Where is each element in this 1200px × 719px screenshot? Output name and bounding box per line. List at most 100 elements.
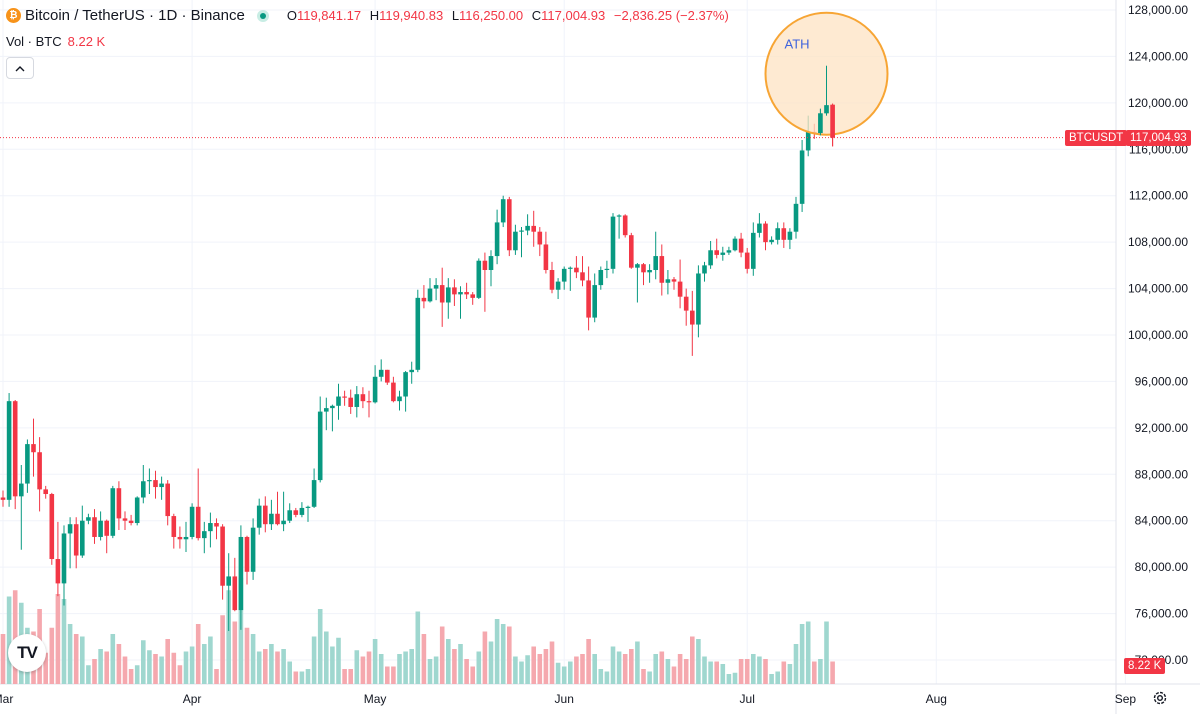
volume-bar xyxy=(433,656,439,684)
volume-bar xyxy=(324,631,329,684)
tradingview-logo[interactable]: TV xyxy=(8,634,46,672)
candle-body xyxy=(92,517,97,537)
candle-body xyxy=(293,510,299,515)
volume-bar xyxy=(452,649,457,684)
volume-bar xyxy=(500,624,506,684)
volume-bar xyxy=(342,669,347,684)
y-tick-label: 120,000.00 xyxy=(1128,96,1188,110)
y-tick-label: 100,000.00 xyxy=(1128,328,1188,342)
volume-bar xyxy=(177,665,183,684)
volume-bar xyxy=(738,659,744,684)
volume-bar xyxy=(726,674,732,684)
candle-body xyxy=(702,265,707,274)
candle-body xyxy=(757,223,762,233)
candle-body xyxy=(519,230,524,232)
x-tick-label: Jul xyxy=(740,692,755,706)
candle-body xyxy=(128,520,134,524)
volume-bar xyxy=(635,641,640,684)
candle-body xyxy=(122,518,128,521)
volume-bar xyxy=(122,656,128,684)
last-price-label: 117,004.93 xyxy=(1126,130,1191,146)
volume-bar xyxy=(147,650,152,684)
candle-body xyxy=(372,376,378,403)
candle-body xyxy=(598,270,604,286)
volume-bar xyxy=(67,624,73,684)
volume-bar xyxy=(128,669,134,684)
y-tick-label: 124,000.00 xyxy=(1128,49,1188,63)
candle-body xyxy=(781,228,787,240)
volume-bar xyxy=(165,639,170,684)
candle-body xyxy=(281,520,286,525)
candle-body xyxy=(177,536,183,540)
ohlc-high-value: 119,940.83 xyxy=(379,8,444,23)
volume-bar xyxy=(391,666,396,684)
volume-bar xyxy=(49,627,55,684)
volume-bar xyxy=(513,656,518,684)
candle-body xyxy=(189,506,195,537)
volume-bar xyxy=(775,671,780,684)
volume-bar xyxy=(439,626,445,684)
ohlc-high-key: H xyxy=(369,8,380,23)
volume-bar xyxy=(409,649,414,684)
volume-bar xyxy=(311,636,317,684)
candle-body xyxy=(25,444,30,484)
candle-body xyxy=(555,281,561,290)
candle-body xyxy=(12,401,18,497)
volume-bar xyxy=(720,664,726,684)
volume-bar xyxy=(458,644,463,684)
candle-body xyxy=(275,513,280,525)
volume-bar xyxy=(110,634,116,684)
candle-body xyxy=(763,223,768,243)
ohlc-values: O119,841.17 H119,940.83 L116,250.00 C117… xyxy=(287,8,734,23)
gear-icon[interactable] xyxy=(1151,689,1169,707)
volume-bar xyxy=(208,636,213,684)
volume-bar xyxy=(830,661,835,684)
candle-body xyxy=(751,232,756,269)
volume-bar xyxy=(317,609,323,684)
candle-body xyxy=(250,527,256,572)
volume-bar xyxy=(6,596,12,684)
volume-bar xyxy=(263,649,268,684)
volume-bar xyxy=(214,669,219,684)
volume-bar xyxy=(696,639,701,684)
volume-bar xyxy=(531,646,536,684)
y-tick-label: 128,000.00 xyxy=(1128,3,1188,17)
volume-bar xyxy=(470,666,475,684)
volume-bar xyxy=(793,644,799,684)
volume-bar xyxy=(171,652,177,684)
volume-legend[interactable]: Vol · BTC 8.22 K xyxy=(6,34,105,49)
volume-bar xyxy=(714,661,719,684)
volume-bar xyxy=(574,656,579,684)
candle-body xyxy=(311,480,317,507)
volume-bar xyxy=(476,651,482,684)
candle-body xyxy=(580,272,585,281)
candle-body xyxy=(183,536,189,540)
candle-body xyxy=(360,394,366,402)
candle-body xyxy=(592,285,597,318)
volume-bar xyxy=(616,651,622,684)
candle-body xyxy=(98,520,103,537)
candle-body xyxy=(305,506,311,508)
candle-body xyxy=(195,506,201,539)
x-tick-label: Sep xyxy=(1115,692,1137,706)
market-status-icon xyxy=(256,9,269,22)
volume-bar xyxy=(604,671,610,684)
candle-body xyxy=(385,369,390,383)
candle-body xyxy=(488,256,494,270)
candle-body xyxy=(263,505,268,525)
volume-bar xyxy=(354,650,360,684)
candle-body xyxy=(104,520,109,536)
collapse-legend-button[interactable] xyxy=(6,57,34,79)
volume-bar xyxy=(446,639,451,684)
candle-body xyxy=(238,536,244,611)
candle-body xyxy=(818,113,823,134)
y-tick-label: 112,000.00 xyxy=(1129,189,1188,203)
volume-bar xyxy=(348,669,353,684)
volume-bar xyxy=(159,656,164,684)
volume-bar xyxy=(592,654,597,684)
symbol-legend[interactable]: ₿ Bitcoin / TetherUS · 1D · Binance O119… xyxy=(6,7,734,24)
candle-body xyxy=(433,285,439,289)
candle-body xyxy=(214,523,219,527)
candle-body xyxy=(696,273,701,325)
